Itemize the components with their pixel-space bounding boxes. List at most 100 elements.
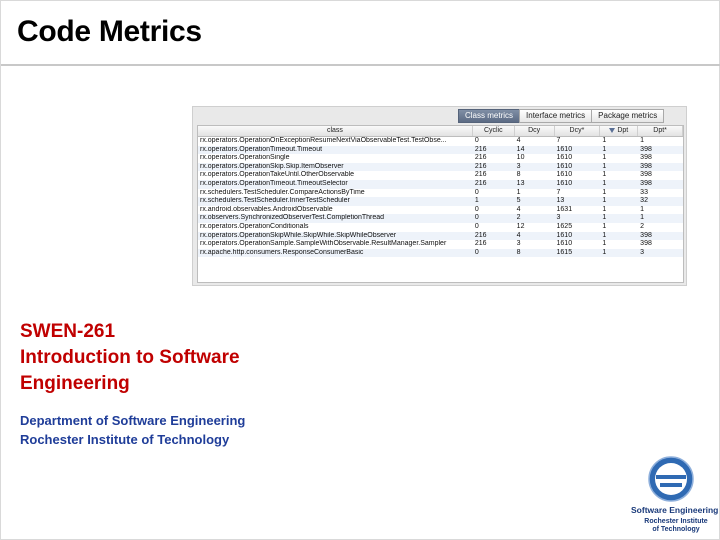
dcy-cell: 12: [516, 222, 525, 230]
dpt-star-cell: 398: [640, 162, 652, 170]
dcy-star-cell: 1631: [556, 205, 573, 213]
dpt-cell: 1: [602, 145, 607, 153]
class-cell: rx.operators.OperationSkip.Skip.ItemObse…: [200, 162, 344, 170]
dcy-star-cell: 1610: [556, 231, 573, 239]
metrics-tabs: Class metrics Interface metrics Package …: [458, 109, 665, 123]
course-info: SWEN-261 Introduction to Software Engine…: [20, 319, 240, 397]
class-cell: rx.operators.OperationSingle: [200, 154, 290, 162]
dcy-star-cell: 7: [556, 188, 561, 196]
dcy-cell: 2: [516, 214, 521, 222]
table-row[interactable]: rx.operators.OperationOnExceptionResumeN…: [198, 137, 683, 146]
dpt-cell: 1: [602, 240, 607, 248]
dcy-cell: 14: [516, 145, 525, 153]
se-logo: Software Engineering Rochester Institute…: [631, 455, 718, 537]
dcy-cell: 4: [516, 137, 521, 144]
metrics-table: class Cyclic Dcy Dcy* Dpt Dpt* rx.operat…: [197, 125, 684, 283]
title-divider: [1, 64, 720, 66]
class-cell: rx.observers.SynchronizedObserverTest.Co…: [200, 214, 385, 222]
column-header-dcy[interactable]: Dcy: [515, 126, 555, 136]
column-header-class[interactable]: class: [198, 126, 473, 136]
dpt-star-cell: 398: [640, 231, 652, 239]
dpt-cell: 1: [602, 214, 607, 222]
course-name-line-2: Engineering: [20, 373, 130, 394]
dpt-cell: 1: [602, 162, 607, 170]
dcy-star-cell: 3: [556, 214, 561, 222]
slide-title: Code Metrics: [17, 15, 202, 48]
table-row[interactable]: rx.schedulers.TestScheduler.InnerTestSch…: [198, 197, 683, 206]
institute-name: Rochester Institute of Technology: [20, 432, 230, 447]
column-header-dcy-star[interactable]: Dcy*: [555, 126, 601, 136]
table-row[interactable]: rx.operators.OperationSkipWhile.SkipWhil…: [198, 231, 683, 241]
dcy-star-cell: 1625: [556, 222, 573, 230]
course-code: SWEN-261: [20, 321, 116, 342]
table-row[interactable]: rx.operators.OperationTimeout.Timeout 216…: [198, 145, 683, 155]
dcy-cell: 4: [516, 231, 521, 239]
table-row[interactable]: rx.observers.SynchronizedObserverTest.Co…: [198, 214, 683, 223]
cyclic-cell: 216: [474, 154, 487, 162]
table-row[interactable]: rx.operators.OperationSkip.Skip.ItemObse…: [198, 162, 683, 172]
table-row[interactable]: rx.operators.OperationConditionals 0 12 162…: [198, 223, 683, 232]
class-cell: rx.operators.OperationTimeout.Timeout: [200, 145, 323, 153]
table-row[interactable]: rx.operators.OperationTimeout.TimeoutSel…: [198, 179, 683, 189]
dpt-star-cell: 398: [640, 154, 652, 162]
dpt-star-cell: 3: [640, 248, 645, 256]
class-cell: rx.operators.OperationOnExceptionResumeN…: [200, 137, 447, 144]
cyclic-cell: 216: [474, 231, 487, 239]
code-metrics-panel: Class metrics Interface metrics Package …: [192, 106, 687, 286]
cyclic-cell: 216: [474, 162, 487, 170]
table-row[interactable]: rx.schedulers.TestScheduler.CompareActio…: [198, 189, 683, 198]
logo-text-line-2: Rochester Institute: [644, 518, 708, 525]
cyclic-cell: 0: [474, 222, 479, 230]
dcy-cell: 13: [516, 179, 525, 187]
dcy-cell: 1: [516, 188, 521, 196]
dcy-cell: 3: [516, 162, 521, 170]
dpt-cell: 1: [602, 231, 607, 239]
dpt-star-cell: 398: [640, 145, 652, 153]
dpt-cell: 1: [602, 197, 607, 205]
dpt-star-cell: 32: [640, 197, 648, 205]
table-row[interactable]: rx.operators.OperationTakeUntil.OtherObs…: [198, 171, 683, 180]
dpt-cell: 1: [602, 154, 607, 162]
dpt-star-cell: 2: [640, 222, 645, 230]
tab-class-metrics[interactable]: Class metrics: [458, 109, 521, 123]
dpt-star-cell: 1: [640, 205, 645, 213]
class-cell: rx.operators.OperationSample.SampleWithO…: [200, 240, 447, 248]
column-header-cyclic[interactable]: Cyclic: [473, 126, 515, 136]
dpt-star-cell: 1: [640, 214, 645, 222]
class-cell: rx.operators.OperationTakeUntil.OtherObs…: [200, 171, 355, 179]
class-cell: rx.android.observables.AndroidObservable: [200, 205, 333, 213]
cyclic-cell: 216: [474, 145, 487, 153]
dcy-star-cell: 1610: [556, 154, 573, 162]
class-cell: rx.operators.OperationConditionals: [200, 222, 309, 230]
dpt-star-cell: 398: [640, 179, 652, 187]
table-row[interactable]: rx.android.observables.AndroidObservable…: [198, 206, 683, 215]
class-cell: rx.operators.OperationSkipWhile.SkipWhil…: [200, 231, 397, 239]
table-row[interactable]: rx.apache.http.consumers.ResponseConsume…: [198, 248, 683, 258]
dpt-star-cell: 398: [640, 171, 652, 179]
table-row[interactable]: rx.operators.OperationSample.SampleWithO…: [198, 240, 683, 249]
dcy-cell: 8: [516, 171, 521, 179]
dcy-star-cell: 1610: [556, 171, 573, 179]
dpt-cell: 1: [602, 171, 607, 179]
dpt-cell: 1: [602, 179, 607, 187]
cyclic-cell: 0: [474, 137, 479, 144]
class-cell: rx.schedulers.TestScheduler.InnerTestSch…: [200, 197, 350, 205]
tab-interface-metrics[interactable]: Interface metrics: [519, 109, 593, 123]
logo-text-institute: Rochester Institute of Technology: [641, 518, 711, 534]
dcy-star-cell: 7: [556, 137, 561, 144]
dcy-star-cell: 13: [556, 197, 565, 205]
column-header-dpt-label: Dpt: [617, 127, 629, 134]
class-cell: rx.operators.OperationTimeout.TimeoutSel…: [200, 179, 348, 187]
table-row[interactable]: rx.operators.OperationSingle 216 10 1610 1 39…: [198, 154, 683, 163]
cyclic-cell: 1: [474, 197, 479, 205]
department-name: Department of Software Engineering: [20, 413, 246, 428]
column-header-dpt[interactable]: Dpt: [600, 126, 639, 136]
column-header-dpt-star[interactable]: Dpt*: [638, 126, 683, 136]
dcy-star-cell: 1610: [556, 240, 573, 248]
dpt-cell: 1: [602, 248, 607, 256]
department-info: Department of Software Engineering Roche…: [20, 411, 245, 449]
table-header: class Cyclic Dcy Dcy* Dpt Dpt*: [198, 126, 683, 137]
dcy-cell: 10: [516, 154, 525, 162]
dpt-star-cell: 398: [640, 240, 652, 248]
tab-package-metrics[interactable]: Package metrics: [591, 109, 665, 123]
